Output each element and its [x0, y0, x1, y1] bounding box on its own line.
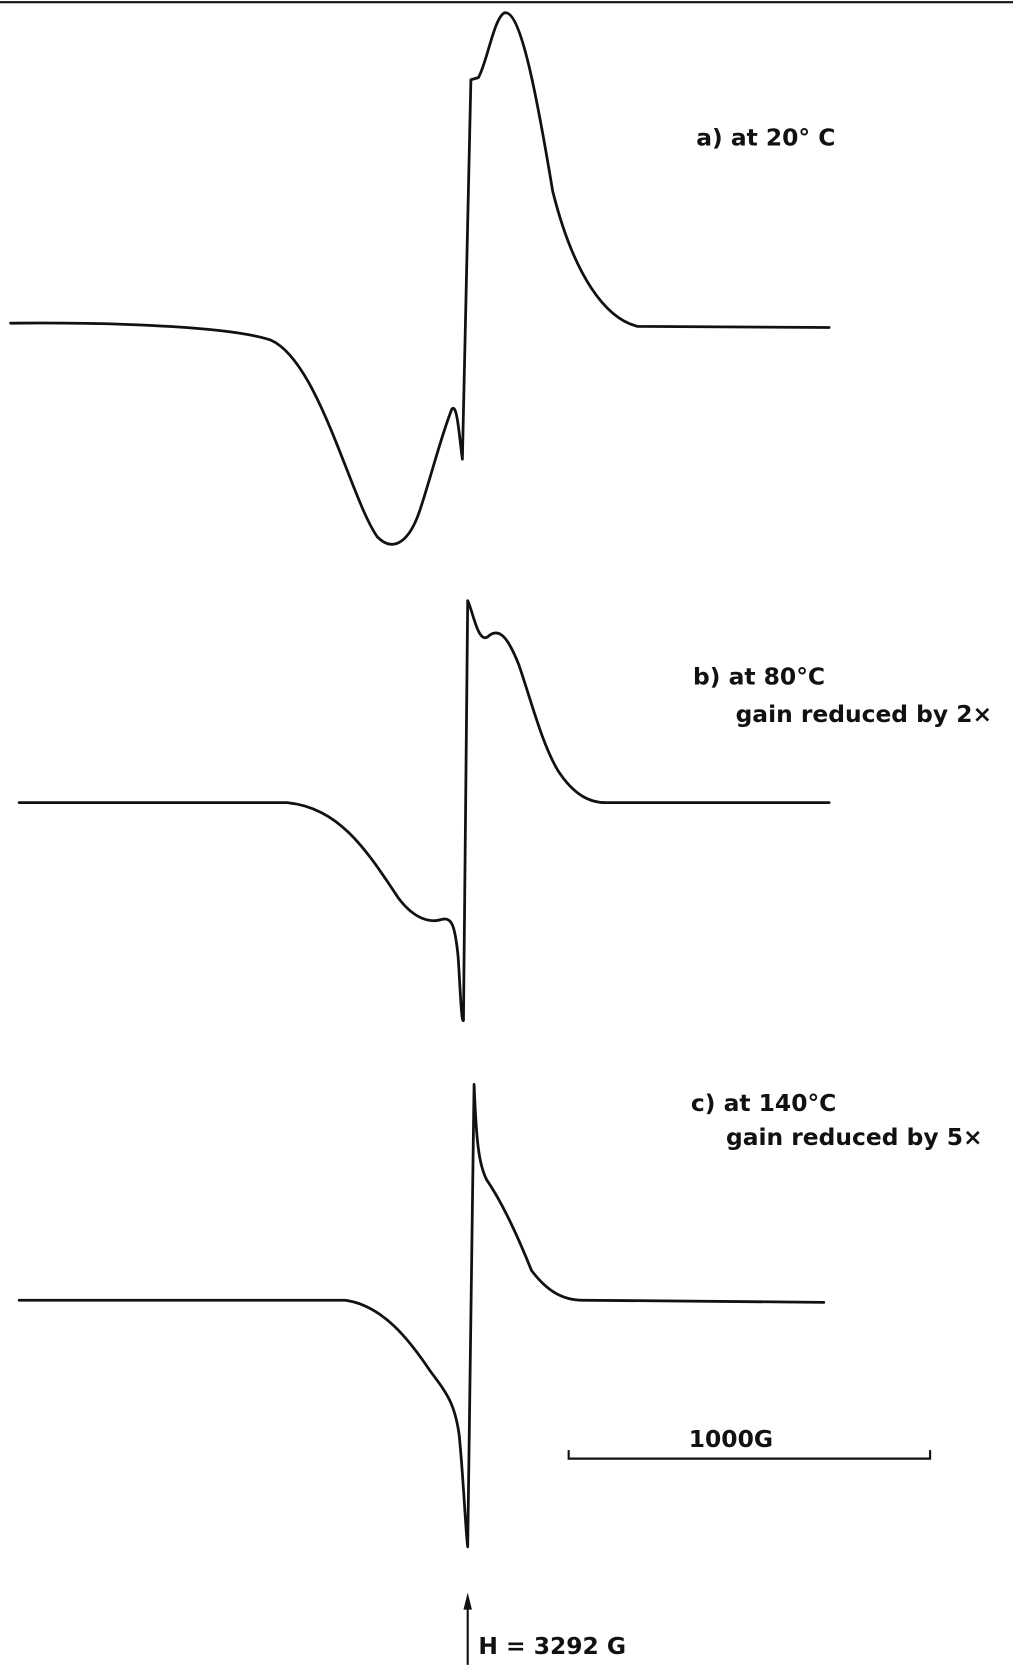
note-b: gain reduced by 2× — [736, 700, 993, 728]
scale-bar — [567, 1450, 932, 1460]
spectrum-c — [17, 1083, 826, 1549]
field-arrowhead — [463, 1592, 472, 1610]
note-c: gain reduced by 5× — [726, 1123, 983, 1151]
field-label: H = 3292 G — [478, 1632, 626, 1660]
label-a: a) at 20° C — [696, 124, 835, 152]
scale-bar-label: 1000G — [689, 1425, 773, 1453]
label-b: b) at 80°C — [693, 663, 825, 691]
spectrum-a — [9, 11, 831, 546]
spectrum-b — [17, 599, 831, 1023]
label-c: c) at 140°C — [691, 1089, 836, 1117]
